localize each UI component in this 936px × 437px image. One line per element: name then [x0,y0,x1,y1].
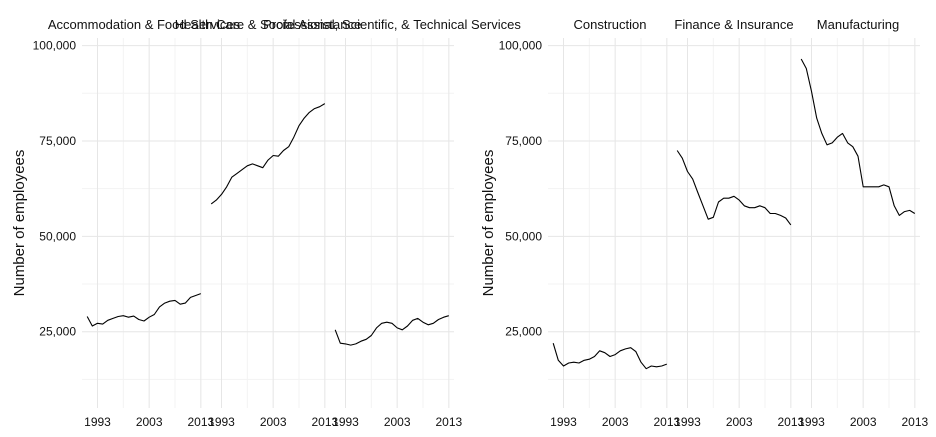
x-tick-label: 2003 [726,415,753,429]
x-tick-label: 2003 [260,415,287,429]
y-tick-label: 100,000 [499,39,543,53]
facet-label: Manufacturing [817,17,899,32]
facet-panel: Construction 1993 2003 2013 [548,17,681,429]
facet-label: Professional, Scientific, & Technical Se… [263,17,521,32]
y-tick-label: 75,000 [505,134,542,148]
x-tick-label: 2003 [136,415,163,429]
x-tick-label: 1993 [208,415,235,429]
x-tick-label: 1993 [332,415,359,429]
y-tick-label: 25,000 [505,325,542,339]
x-tick-label: 2013 [777,415,804,429]
x-tick-label: 1993 [798,415,825,429]
facet-label: Finance & Insurance [674,17,793,32]
series-line [210,103,326,205]
facet-panel: Manufacturing 1993 2003 2013 [796,17,929,429]
x-tick-label: 2013 [435,415,462,429]
facet-label: Accommodation & Food Services [48,17,241,32]
chart-group-1: Number of employees 25,000 50,000 75,000 100… [11,17,521,429]
series-line [800,58,916,216]
x-tick-label: 2003 [850,415,877,429]
y-tick-label: 50,000 [505,229,542,243]
x-tick-label: 1993 [674,415,701,429]
series-line [334,315,449,346]
y-tick-label: 100,000 [33,39,77,53]
y-tick-label: 50,000 [39,229,76,243]
chart-group-2: Number of employees 25,000 50,000 75,000 100… [480,17,929,429]
facet-panel: Health Care & Social Assistance 1993 2003 2… [175,17,361,429]
series-line [552,343,667,370]
facet-panel: Accommodation & Food Services 1993 2003 201… [48,17,241,429]
x-tick-label: 2013 [901,415,928,429]
x-tick-label: 2003 [602,415,629,429]
x-tick-label: 2013 [311,415,338,429]
y-axis-title: Number of employees [480,150,497,297]
series-line [676,150,792,226]
x-tick-label: 1993 [84,415,111,429]
x-tick-label: 1993 [550,415,577,429]
x-tick-label: 2013 [187,415,214,429]
facet-panel: Professional, Scientific, & Technical Se… [263,17,521,429]
facet-panel: Finance & Insurance 1993 2003 2013 [672,17,805,429]
y-tick-label: 25,000 [39,325,76,339]
facet-label: Construction [574,17,647,32]
x-tick-label: 2013 [653,415,680,429]
series-line [86,293,201,327]
x-tick-label: 2003 [384,415,411,429]
facet-label: Health Care & Social Assistance [175,17,361,32]
y-tick-label: 75,000 [39,134,76,148]
y-axis-title: Number of employees [11,150,28,297]
